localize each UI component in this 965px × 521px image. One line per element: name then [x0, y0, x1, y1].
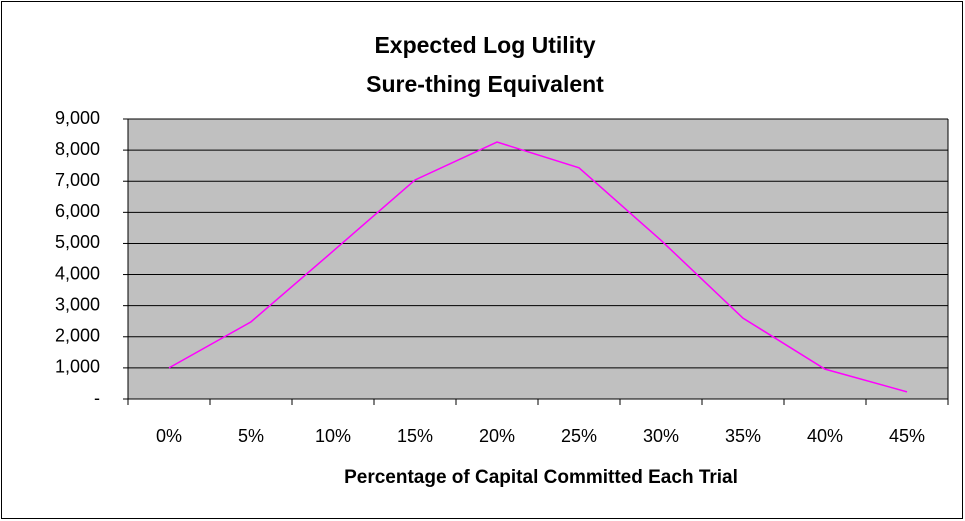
y-tick-label: 7,000	[55, 170, 100, 190]
chart-title: Expected Log Utility	[374, 32, 595, 58]
x-tick-label: 5%	[238, 426, 264, 446]
x-tick-label: 15%	[397, 426, 433, 446]
x-tick-label: 40%	[807, 426, 843, 446]
y-tick-label: 1,000	[55, 357, 100, 377]
x-tick-label: 25%	[561, 426, 597, 446]
y-tick-label: 3,000	[55, 294, 100, 314]
plot-area	[128, 119, 948, 399]
data-line	[168, 141, 908, 393]
y-tick-label: -	[94, 388, 100, 408]
y-tick-label: 2,000	[55, 326, 100, 346]
x-tick-label: 35%	[725, 426, 761, 446]
y-tick-label: 5,000	[55, 232, 100, 252]
x-tick-label: 20%	[479, 426, 515, 446]
y-tick-label: 4,000	[55, 263, 100, 283]
x-axis-label: Percentage of Capital Committed Each Tri…	[344, 467, 738, 488]
y-tick-label: 9,000	[55, 108, 100, 128]
x-tick-label: 30%	[643, 426, 679, 446]
y-tick-label: 6,000	[55, 201, 100, 221]
x-tick-label: 0%	[156, 426, 182, 446]
x-tick-label: 45%	[889, 426, 925, 446]
x-tick-label: 10%	[315, 426, 351, 446]
y-tick-label: 8,000	[55, 139, 100, 159]
chart-subtitle: Sure-thing Equivalent	[366, 71, 604, 97]
